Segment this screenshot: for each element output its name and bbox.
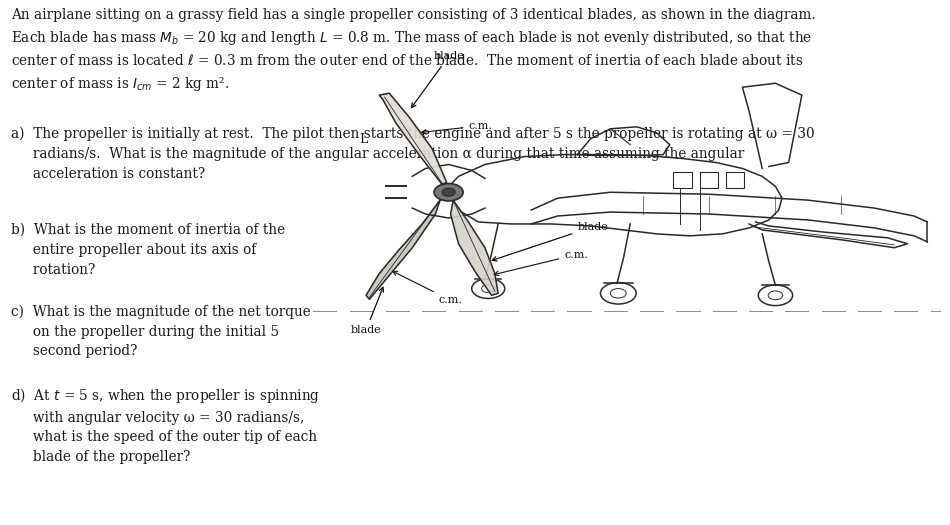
Text: b)  What is the moment of inertia of the
     entire propeller about its axis of: b) What is the moment of inertia of the … bbox=[11, 223, 286, 277]
Polygon shape bbox=[379, 93, 446, 184]
Circle shape bbox=[434, 184, 464, 201]
Text: blade: blade bbox=[492, 222, 608, 261]
Text: c.m.: c.m. bbox=[422, 121, 492, 134]
Text: d)  At $t$ = 5 s, when the propeller is spinning
     with angular velocity ω = : d) At $t$ = 5 s, when the propeller is s… bbox=[11, 386, 321, 464]
Polygon shape bbox=[366, 200, 440, 299]
Text: L: L bbox=[359, 133, 368, 146]
Circle shape bbox=[442, 188, 455, 196]
Polygon shape bbox=[450, 200, 498, 295]
Text: blade: blade bbox=[411, 51, 464, 108]
Text: c.m.: c.m. bbox=[392, 271, 463, 305]
Text: An airplane sitting on a grassy field has a single propeller consisting of 3 ide: An airplane sitting on a grassy field ha… bbox=[11, 8, 816, 92]
Text: blade: blade bbox=[351, 287, 384, 335]
Text: c)  What is the magnitude of the net torque
     on the propeller during the ini: c) What is the magnitude of the net torq… bbox=[11, 304, 312, 359]
Text: a)  The propeller is initially at rest.  The pilot then starts the engine and af: a) The propeller is initially at rest. T… bbox=[11, 127, 815, 181]
Text: c.m.: c.m. bbox=[494, 250, 588, 276]
